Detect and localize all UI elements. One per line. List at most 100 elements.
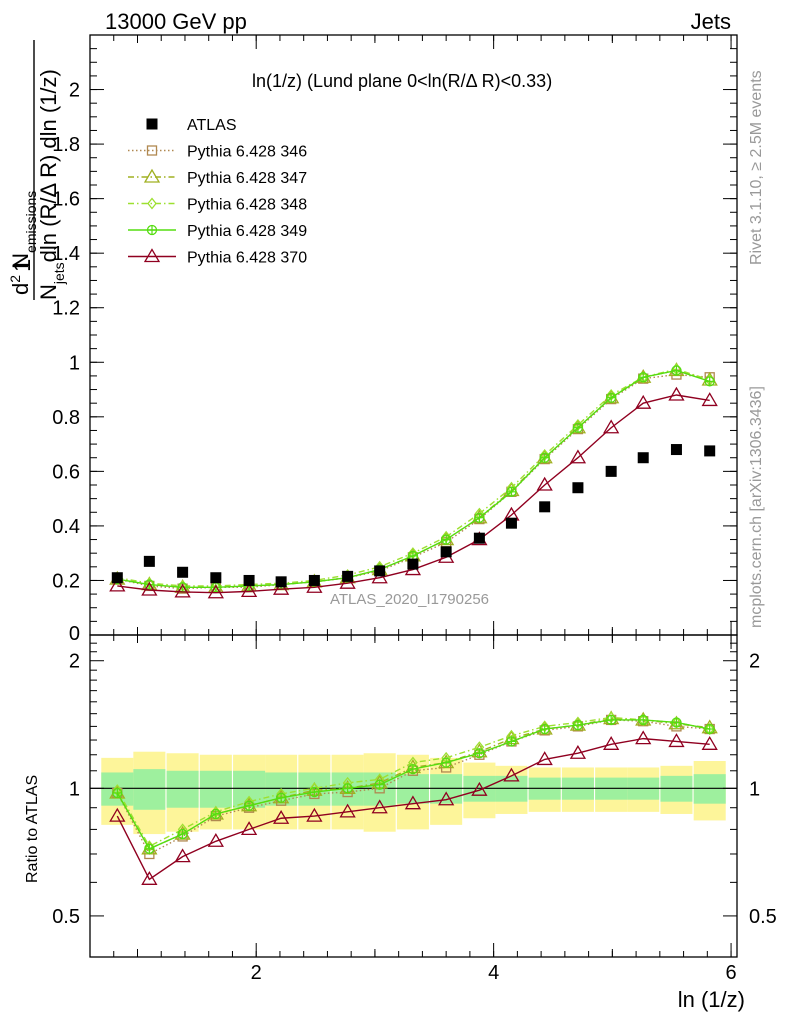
ratio-y-tick-label: 0.5 (52, 906, 80, 928)
ratio-data-point (339, 803, 356, 818)
green-band (199, 770, 232, 808)
ratio-data-point (141, 871, 158, 885)
ratio-data-point (603, 736, 620, 750)
data-point (440, 534, 452, 545)
y-tick-label: 1.6 (52, 189, 80, 211)
data-point (704, 376, 715, 387)
data-point (275, 576, 287, 588)
legend-label: Pythia 6.428 346 (187, 144, 307, 161)
data-point (539, 501, 551, 513)
y-tick-label: 0.2 (52, 570, 80, 592)
data-point (308, 574, 320, 586)
ratio-data-point (207, 832, 224, 847)
ratio-data-point (374, 779, 385, 790)
ratio-data-point (471, 781, 488, 796)
data-point (141, 581, 158, 596)
side-label-rivet: Rivet 3.1.10, ≥ 2.5M events (748, 70, 765, 265)
data-point (111, 572, 123, 584)
y-tick-label: 1.8 (52, 134, 80, 156)
ratio-y-tick-label-right: 0.5 (749, 906, 777, 928)
ratio-y-tick-label-right: 1 (749, 778, 760, 800)
ratio-data-point (572, 719, 584, 731)
ratio-data-point (668, 733, 685, 748)
legend-label: Pythia 6.428 348 (187, 197, 307, 214)
y-tick-label: 1.4 (52, 243, 80, 265)
legend: ATLAS Pythia 6.428 346 Pythia 6.428 347 Pyt… (128, 117, 307, 267)
data-point (505, 517, 517, 529)
y-tick-label: 1.2 (52, 298, 80, 320)
legend-marker (146, 118, 158, 130)
legend-marker (146, 224, 158, 236)
ratio-data-point (306, 807, 323, 822)
ratio-data-point (273, 809, 290, 824)
legend-marker (147, 197, 157, 210)
y-tick-label-zero: 0 (69, 623, 80, 645)
data-point (536, 476, 553, 491)
main-ylabel: 1 d2 Nemissions Njetsdln (R/Δ R) dln (1/… (7, 40, 67, 300)
data-point (207, 584, 224, 599)
svg-text:Njetsdln (R/Δ R) dln (1/z): Njetsdln (R/Δ R) dln (1/z) (36, 69, 67, 300)
plot-title: ln(1/z) (Lund plane 0<ln(R/Δ R)<0.33) (252, 71, 552, 91)
ratio-series-line (116, 737, 710, 881)
data-point (605, 465, 617, 477)
svg-text:d2 Nemissions: d2 Nemissions (7, 191, 39, 295)
green-band (166, 770, 199, 808)
ratio-data-point (371, 799, 388, 814)
x-tick-label: 4 (488, 962, 499, 984)
y-tick-label: 0.8 (52, 407, 80, 429)
data-point (701, 392, 718, 407)
y-tick-label: 0.6 (52, 461, 80, 483)
ratio-data-point (240, 821, 258, 836)
svg-text:1: 1 (9, 259, 36, 272)
data-point (539, 452, 550, 463)
data-point (637, 452, 649, 464)
ratio-data-point (177, 828, 188, 840)
ratio-ylabel: Ratio to ATLAS (24, 775, 41, 883)
data-point (635, 394, 652, 409)
data-point (572, 422, 584, 433)
data-point (144, 579, 155, 590)
ratio-data-point (342, 783, 353, 794)
header-right: Jets (691, 9, 731, 34)
legend-label: Pythia 6.428 370 (187, 250, 307, 267)
legend-marker (143, 168, 161, 183)
ratio-data-point (671, 717, 682, 728)
ratio-data-point (606, 714, 617, 726)
ratio-data-point (275, 792, 287, 803)
data-point (474, 512, 485, 523)
y-tick-label: 0.4 (52, 516, 80, 538)
data-point (569, 449, 587, 464)
green-band (133, 769, 166, 810)
data-point (704, 445, 716, 457)
data-point (440, 546, 452, 558)
ratio-data-point (474, 748, 485, 759)
data-point (339, 574, 356, 589)
data-point (243, 574, 255, 586)
ratio-data-point (503, 767, 520, 782)
ratio-data-point (536, 751, 553, 766)
ratio-plot-area: 0.5 0.5 1 1 2 2 2 4 6 (52, 634, 777, 984)
data-point (473, 532, 485, 544)
data-point (506, 486, 517, 497)
y-tick-label: 2 (69, 80, 80, 102)
data-point (273, 580, 290, 595)
main-plot-area: 0.2 0.4 0.6 0.8 1 1.2 1.4 1.6 1.8 2 0 (52, 34, 738, 645)
x-tick-label: 2 (251, 962, 262, 984)
ratio-data-point (174, 848, 191, 863)
ratio-data-point (112, 787, 123, 799)
legend-marker (146, 145, 158, 156)
ratio-data-point (440, 757, 452, 768)
header-left: 13000 GeV pp (105, 9, 247, 34)
ratio-data-point (539, 723, 550, 735)
ratio-data-point (407, 763, 419, 775)
data-point (671, 365, 682, 376)
data-point (306, 578, 323, 593)
ratio-data-point (704, 723, 715, 735)
legend-marker (143, 248, 161, 263)
ratio-data-point (506, 736, 517, 747)
data-point (668, 386, 685, 401)
ratio-data-point (404, 795, 422, 810)
data-point (407, 558, 419, 570)
x-axis-label: ln (1/z) (678, 987, 745, 1012)
